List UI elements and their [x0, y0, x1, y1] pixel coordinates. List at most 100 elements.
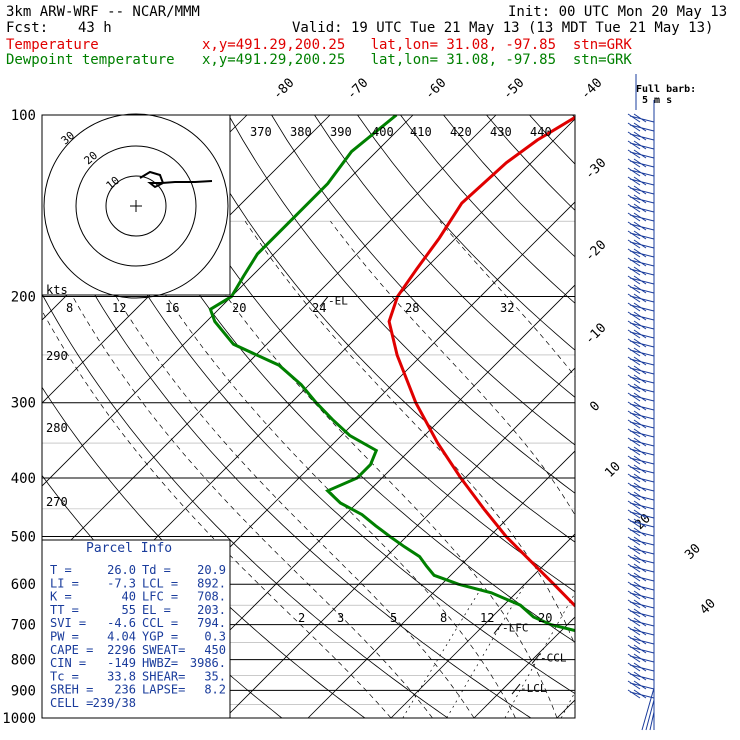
wind-barb — [627, 338, 655, 348]
isotherm-label: 10 — [602, 459, 624, 481]
wind-barb — [627, 320, 655, 330]
isobar-label: 400 — [11, 471, 36, 487]
hodograph-ring — [105, 175, 167, 237]
barb-key-unit: 5 m s — [642, 95, 672, 106]
wind-barb — [627, 347, 655, 357]
wind-barb — [627, 545, 655, 555]
isotherm-label: -20 — [582, 238, 609, 265]
parcel-info-key: CIN = — [50, 656, 86, 670]
parcel-info-value: 20.9 — [197, 563, 226, 577]
parcel-info-value: -4.6 — [107, 616, 136, 630]
hodograph-speed-unit: kts — [46, 283, 68, 297]
mixing-ratio-label: 12 — [480, 611, 494, 625]
parcel-info-value: 0.3 — [204, 630, 226, 644]
isotherm-label: -60 — [422, 76, 449, 103]
dry-adiabat — [42, 190, 532, 718]
parcel-info-key: LFC = — [142, 590, 178, 604]
wind-barb — [627, 383, 655, 393]
wind-barb — [627, 446, 655, 456]
isotherm-label: -10 — [582, 321, 609, 348]
forecast-hours: 43 h — [78, 20, 112, 36]
mixing-ratio-label: 8 — [440, 611, 447, 625]
wind-barb — [627, 149, 655, 159]
parcel-info-value: 708. — [197, 590, 226, 604]
theta-label: 410 — [410, 125, 432, 139]
wind-barb — [627, 329, 655, 339]
theta-label: 420 — [450, 125, 472, 139]
wind-barb — [627, 662, 655, 672]
parcel-level-label: -CCL — [540, 652, 567, 665]
theta-label: 400 — [372, 125, 394, 139]
wind-barb — [627, 455, 655, 465]
wind-barb — [627, 167, 655, 177]
wind-barb — [627, 374, 655, 384]
moist-adiabat — [330, 220, 575, 516]
dry-adiabat — [271, 115, 575, 446]
wind-barb — [627, 635, 655, 645]
wind-barb — [627, 518, 655, 528]
speed-scale-label: 32 — [500, 301, 514, 315]
moist-adiabat — [121, 221, 516, 718]
isobar-label: 900 — [11, 683, 36, 699]
parcel-info-key: SHEAR= — [142, 669, 185, 683]
isobar-label: 800 — [11, 653, 36, 669]
parcel-info-value: 33.8 — [107, 669, 136, 683]
parcel-level-label: -LCL — [520, 682, 547, 695]
speed-scale-label: 12 — [112, 301, 126, 315]
wind-barb — [627, 194, 655, 204]
parcel-info-key: CCL = — [142, 616, 178, 630]
moist-adiabat — [733, 221, 740, 718]
isotherm-line — [141, 284, 575, 718]
isotherm-label: 40 — [697, 596, 719, 618]
wind-barb — [641, 687, 655, 731]
isotherm-line — [307, 450, 575, 718]
moist-adiabat — [42, 310, 392, 718]
wind-barb — [627, 365, 655, 375]
theta-label: 430 — [490, 125, 512, 139]
wind-barb — [627, 680, 655, 690]
isobar-label: 600 — [11, 577, 36, 593]
wind-barb — [627, 491, 655, 501]
wind-barbs — [627, 74, 655, 731]
parcel-info-value: 794. — [197, 616, 226, 630]
dry-adiabat — [400, 115, 575, 304]
theta-label: 390 — [330, 125, 352, 139]
theta-label: 270 — [46, 495, 68, 509]
isotherm-label: 30 — [682, 541, 704, 563]
wind-barb — [627, 221, 655, 231]
parcel-info-value: 2296 — [107, 643, 136, 657]
isotherm-line — [42, 115, 497, 570]
wind-barb — [627, 536, 655, 546]
wind-barb — [627, 140, 655, 150]
isobar-label: 300 — [11, 396, 36, 412]
parcel-level-tick — [531, 653, 541, 664]
wind-barb — [627, 527, 655, 537]
parcel-level-tick — [511, 683, 521, 695]
wind-barb — [627, 608, 655, 618]
parcel-info-value: 55 — [122, 603, 136, 617]
wind-barb — [627, 275, 655, 285]
wind-barb — [627, 572, 655, 582]
parcel-info-key: EL = — [142, 603, 171, 617]
speed-scale-label: 8 — [66, 301, 73, 315]
parcel-info-value: 4.04 — [107, 630, 136, 644]
parcel-info-value: 3986. — [190, 656, 226, 670]
speed-scale-label: 24 — [312, 301, 326, 315]
wind-barb — [627, 185, 655, 195]
speed-scale-label: 28 — [405, 301, 419, 315]
parcel-info-key: TT = — [50, 603, 79, 617]
wind-barb — [627, 554, 655, 564]
parcel-info-value: 35. — [204, 669, 226, 683]
parcel-info-key: SVI = — [50, 616, 86, 630]
mixing-ratio-line — [446, 584, 526, 718]
parcel-info-value: 40 — [122, 590, 136, 604]
theta-label: 290 — [46, 349, 68, 363]
mixing-ratio-label: 3 — [337, 611, 344, 625]
parcel-info-key: SWEAT= — [142, 643, 185, 657]
wind-barb — [627, 230, 655, 240]
wind-barb — [627, 401, 655, 411]
isotherm-line — [556, 699, 575, 718]
isotherm-label: -70 — [344, 76, 371, 103]
wind-barb — [627, 671, 655, 681]
wind-barb — [627, 113, 655, 123]
